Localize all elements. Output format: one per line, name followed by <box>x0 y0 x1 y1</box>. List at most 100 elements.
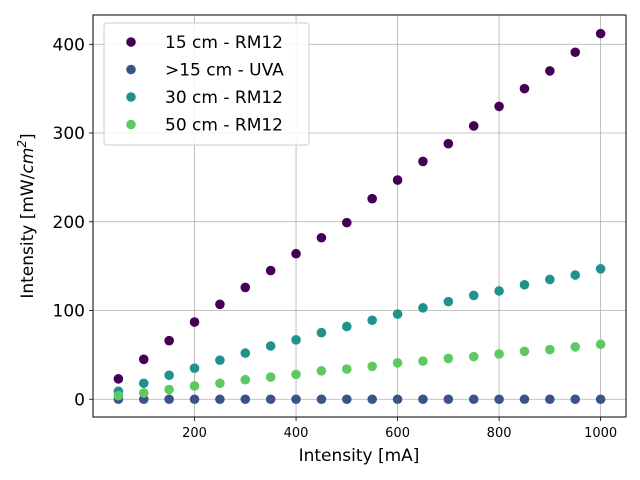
x-axis-label: Intensity [mA] <box>299 446 420 466</box>
data-point <box>316 327 327 338</box>
x-tick-label: 800 <box>487 426 512 441</box>
data-point <box>342 217 352 228</box>
data-point <box>392 309 403 319</box>
data-point <box>240 374 251 385</box>
data-point <box>367 193 377 204</box>
series-1 <box>113 28 606 384</box>
legend-label: 30 cm - RM12 <box>165 88 283 108</box>
data-point <box>291 394 301 405</box>
y-axis-label: Intensity [mW/cm2] <box>15 133 38 298</box>
data-point <box>164 394 174 405</box>
x-tick-label: 200 <box>182 426 207 441</box>
data-point <box>316 366 327 376</box>
legend-box <box>103 22 310 146</box>
data-point <box>316 394 327 405</box>
data-point <box>494 286 504 296</box>
data-point <box>265 394 276 405</box>
legend-label: 15 cm - RM12 <box>165 33 283 53</box>
data-point <box>519 346 530 357</box>
y-tick-label: 300 <box>53 124 85 144</box>
data-point <box>418 356 428 366</box>
legend-marker <box>126 119 136 130</box>
legend-label: 50 cm - RM12 <box>165 116 283 136</box>
data-point <box>215 299 225 310</box>
data-point <box>291 369 301 380</box>
data-point <box>215 355 225 366</box>
data-point <box>138 354 149 365</box>
data-point <box>494 101 504 112</box>
data-point <box>595 339 606 350</box>
data-point <box>367 315 377 326</box>
data-point <box>545 66 555 76</box>
legend-marker <box>126 37 136 47</box>
data-point <box>519 83 530 94</box>
data-point <box>545 394 555 405</box>
data-point <box>468 290 479 301</box>
data-point <box>189 381 200 391</box>
data-point <box>342 394 352 405</box>
data-point <box>545 274 555 285</box>
y-tick-label: 100 <box>53 302 85 322</box>
y-tick-label: 0 <box>74 390 85 410</box>
data-point <box>418 156 428 167</box>
x-tick-label: 1000 <box>584 426 617 441</box>
data-point <box>595 394 606 405</box>
data-point <box>570 394 581 405</box>
data-point <box>545 344 555 355</box>
data-point <box>265 341 276 351</box>
axis-ticks: 200 400 600 800 1000 0 100 200 300 400 <box>53 35 618 441</box>
data-point <box>570 342 581 352</box>
data-point <box>570 270 581 280</box>
data-point <box>240 282 251 293</box>
data-point <box>468 121 479 131</box>
data-point <box>265 265 276 276</box>
data-point <box>291 248 301 259</box>
x-tick-label: 400 <box>284 426 309 441</box>
data-point <box>215 394 225 405</box>
data-point <box>519 394 530 405</box>
data-point <box>570 47 581 58</box>
data-point <box>367 361 377 372</box>
data-point <box>189 363 200 373</box>
data-point <box>342 321 352 332</box>
data-point <box>468 351 479 362</box>
data-point <box>392 358 403 368</box>
series-3 <box>113 264 606 397</box>
data-point <box>240 348 251 358</box>
data-point <box>164 335 174 346</box>
data-point <box>443 353 454 364</box>
legend: 15 cm - RM12 >15 cm - UVA 30 cm - RM12 50 c… <box>103 22 310 146</box>
y-tick-label: 400 <box>53 35 85 55</box>
data-point <box>418 303 428 313</box>
data-point <box>418 394 428 405</box>
data-point <box>443 394 454 405</box>
series-4 <box>113 339 606 401</box>
data-point <box>443 138 454 149</box>
y-tick-label: 200 <box>53 213 85 233</box>
data-point <box>113 374 124 384</box>
data-point <box>595 264 606 274</box>
data-point <box>392 394 403 405</box>
data-point <box>164 384 174 395</box>
data-point <box>291 334 301 345</box>
x-tick-label: 600 <box>385 426 410 441</box>
data-point <box>164 370 174 381</box>
data-point <box>240 394 251 405</box>
legend-marker <box>126 64 136 75</box>
data-point <box>215 378 225 389</box>
data-point <box>392 175 403 185</box>
data-point <box>443 296 454 307</box>
data-point <box>265 372 276 382</box>
data-point <box>138 388 149 398</box>
data-point <box>189 317 200 327</box>
data-point <box>468 394 479 405</box>
data-point <box>113 390 124 401</box>
plot-frame <box>92 14 627 418</box>
data-point <box>342 364 352 374</box>
legend-label: >15 cm - UVA <box>165 61 284 81</box>
data-point <box>494 349 504 359</box>
data-point <box>519 279 530 290</box>
legend-marker <box>126 92 136 102</box>
data-points <box>113 28 606 405</box>
